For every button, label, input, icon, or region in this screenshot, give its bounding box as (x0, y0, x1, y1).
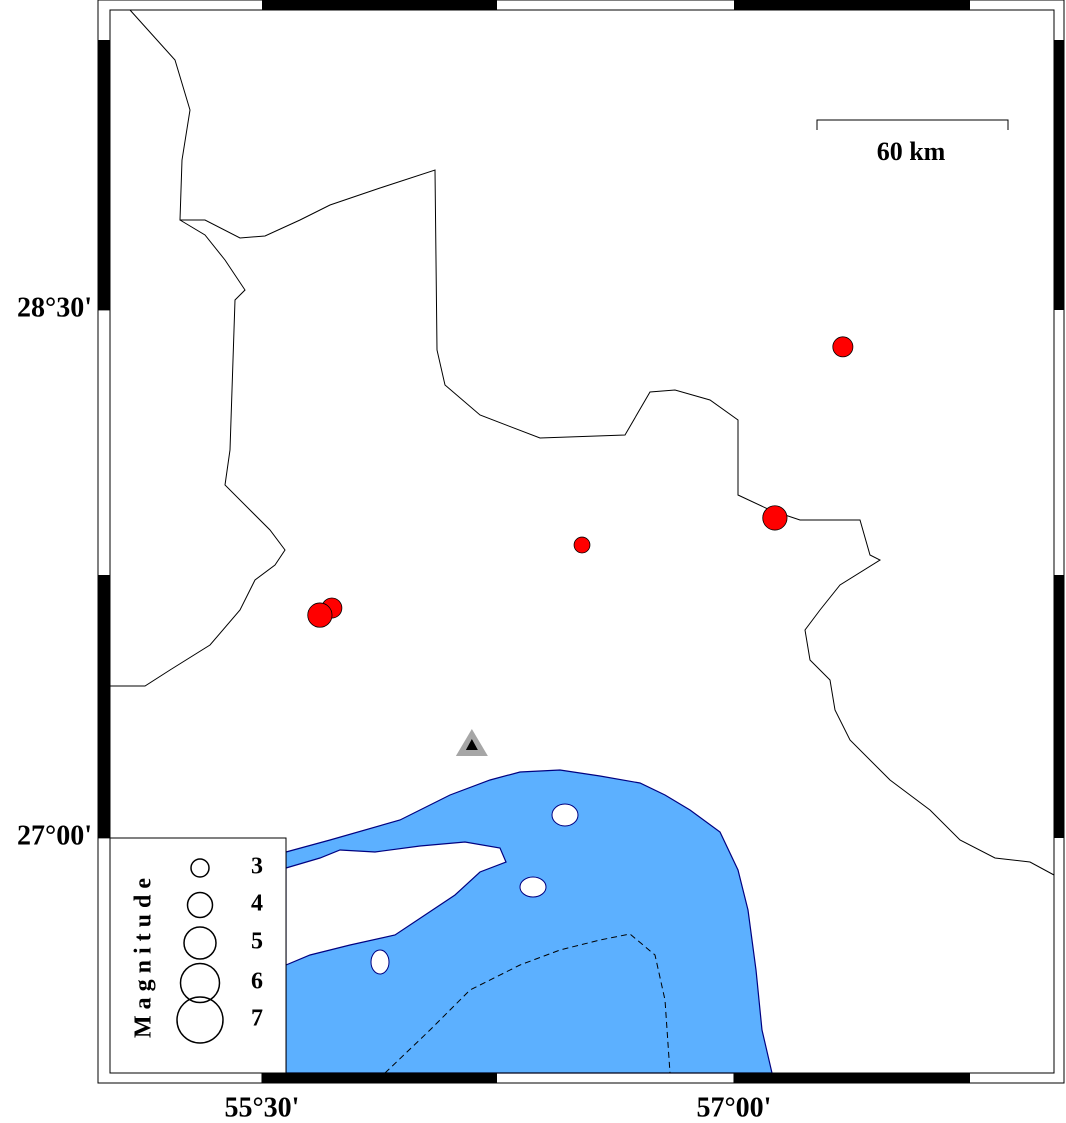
legend-symbol (190, 858, 210, 878)
legend-label: 4 (251, 891, 263, 917)
legend-label: 6 (251, 969, 263, 995)
sea (285, 769, 773, 1074)
legend-symbol (176, 996, 224, 1044)
depth-contour (384, 933, 671, 1074)
legend-label: 7 (251, 1006, 263, 1032)
earthquake (573, 536, 591, 554)
legend-symbol (179, 962, 221, 1004)
island (551, 803, 579, 827)
frame (97, 0, 1065, 1084)
province-border (110, 219, 286, 687)
x-tick-label: 55°30' (224, 1092, 299, 1123)
island (370, 949, 390, 975)
scale-bar: 60 km (816, 119, 1009, 166)
scale-label: 60 km (877, 137, 946, 166)
station (465, 738, 478, 750)
island (519, 876, 547, 898)
legend-symbol (183, 926, 217, 960)
legend-label: 3 (251, 854, 263, 880)
legend-symbol (186, 891, 214, 919)
legend-title: Magnitude (131, 872, 157, 1038)
x-tick-label: 57°00' (696, 1092, 771, 1123)
island (285, 841, 507, 966)
earthquake (307, 602, 333, 628)
earthquake (832, 336, 854, 358)
earthquake (762, 505, 788, 531)
province-border (129, 9, 1055, 876)
y-tick-label: 28°30' (17, 292, 92, 323)
y-tick-label: 27°00' (17, 820, 92, 851)
legend: Magnitude 3 4 5 6 7 (109, 837, 287, 1074)
legend-label: 5 (251, 929, 263, 955)
